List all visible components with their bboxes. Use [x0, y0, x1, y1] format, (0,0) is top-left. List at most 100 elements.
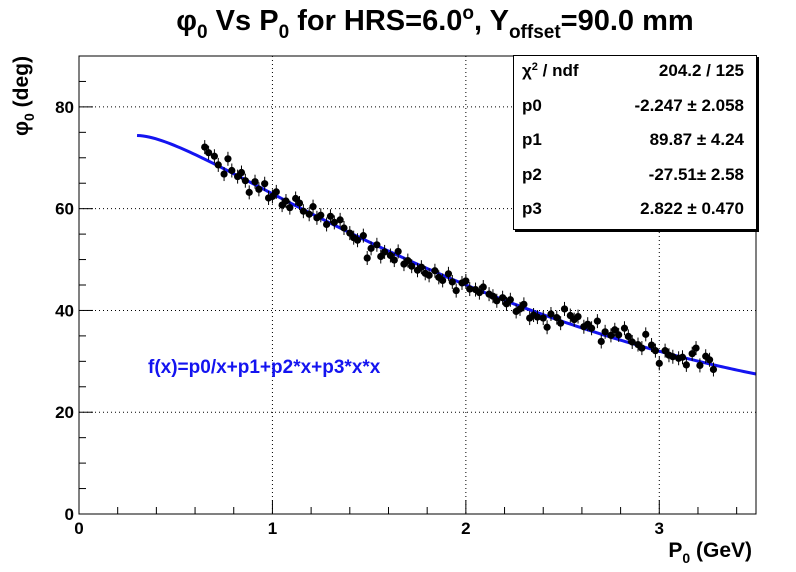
- data-point: [404, 256, 412, 265]
- data-point: [381, 248, 389, 256]
- data-point: [539, 314, 547, 322]
- data-point: [282, 197, 290, 205]
- x-axis-label: P0 (GeV): [668, 539, 752, 566]
- y-tick-label: 20: [55, 403, 74, 422]
- data-point: [390, 256, 398, 264]
- data-point: [309, 203, 317, 211]
- data-point: [493, 297, 501, 305]
- data-point: [620, 324, 629, 332]
- data-point: [330, 218, 338, 227]
- x-tick-label: 0: [74, 519, 83, 538]
- data-point: [520, 300, 528, 308]
- data-point: [299, 207, 307, 215]
- chart-title: φ0 Vs P0 for HRS=6.0o, Yoffset=90.0 mm: [176, 3, 693, 43]
- data-point: [340, 224, 348, 232]
- data-point: [628, 338, 636, 346]
- y-tick-label: 80: [55, 98, 74, 117]
- data-point: [692, 344, 700, 352]
- data-point: [295, 199, 304, 207]
- data-point: [359, 232, 367, 240]
- data-point: [408, 262, 416, 270]
- stats-value: 204.2 / 125: [658, 61, 744, 80]
- data-point: [255, 185, 263, 193]
- data-point: [696, 361, 704, 370]
- data-points: [201, 140, 718, 377]
- data-point: [479, 283, 487, 291]
- data-point: [557, 319, 565, 327]
- data-point: [220, 170, 228, 178]
- data-point: [553, 313, 561, 322]
- data-point: [439, 276, 447, 285]
- data-point: [574, 312, 582, 321]
- data-point: [475, 289, 483, 297]
- data-point: [688, 350, 696, 358]
- data-point: [326, 212, 335, 220]
- data-point: [322, 220, 331, 229]
- data-point: [593, 317, 601, 325]
- stats-key: p1: [522, 130, 542, 149]
- y-tick-label: 0: [65, 505, 74, 524]
- data-point: [597, 337, 605, 346]
- x-tick-label: 3: [655, 519, 664, 538]
- data-point: [607, 331, 615, 339]
- data-point: [655, 359, 663, 367]
- data-point: [425, 271, 433, 279]
- data-point: [601, 328, 609, 336]
- y-axis-label: φ0 (deg): [10, 56, 37, 136]
- data-point: [210, 152, 218, 160]
- data-point: [317, 211, 325, 219]
- data-point: [251, 178, 259, 186]
- data-point: [533, 313, 542, 321]
- data-point: [431, 267, 439, 275]
- data-point: [543, 323, 551, 331]
- stats-value: -27.51± 2.58: [648, 165, 744, 184]
- data-point: [647, 341, 656, 349]
- data-point: [363, 254, 371, 262]
- fit-formula-label: f(x)=p0/x+p1+p2*x+p3*x*x: [148, 357, 381, 378]
- x-tick-label: 2: [461, 519, 470, 538]
- data-point: [709, 365, 718, 374]
- data-point: [587, 324, 596, 332]
- stats-row-p0: p0 -2.247 ± 2.058: [514, 91, 756, 121]
- data-point: [417, 263, 425, 271]
- data-point: [682, 361, 690, 369]
- stats-value: 89.87 ± 4.24: [649, 130, 744, 149]
- stats-row-p2: p2 -27.51± 2.58: [514, 160, 756, 190]
- data-point: [705, 356, 714, 364]
- data-point: [611, 326, 619, 334]
- y-tick-label: 60: [55, 200, 74, 219]
- data-point: [261, 180, 269, 188]
- data-point: [642, 330, 650, 338]
- fit-stats-box: χ2 / ndf 204.2 / 125 p0 -2.247 ± 2.058 p…: [513, 55, 757, 230]
- data-point: [241, 177, 249, 185]
- data-point: [669, 353, 677, 361]
- data-point: [367, 244, 375, 252]
- data-point: [305, 210, 313, 218]
- data-point: [245, 188, 253, 196]
- data-point: [272, 188, 280, 196]
- data-point: [353, 236, 362, 244]
- data-point: [462, 277, 470, 285]
- stats-value: -2.247 ± 2.058: [634, 96, 744, 115]
- data-point: [651, 347, 660, 355]
- data-point: [444, 270, 453, 278]
- data-point: [373, 241, 381, 249]
- stats-value: 2.822 ± 0.470: [640, 199, 744, 218]
- y-tick-label: 40: [55, 301, 74, 320]
- stats-row-p3: p3 2.822 ± 0.470: [514, 194, 756, 224]
- data-point: [499, 294, 507, 302]
- stats-key: χ2 / ndf: [522, 61, 579, 80]
- data-point: [224, 155, 232, 163]
- data-point: [466, 285, 474, 293]
- data-point: [624, 332, 632, 340]
- data-point: [336, 216, 344, 224]
- data-point: [638, 344, 646, 352]
- stats-key: p2: [522, 165, 542, 184]
- stats-row-chi2: χ2 / ndf 204.2 / 125: [514, 56, 756, 86]
- data-point: [678, 353, 687, 361]
- data-point: [394, 247, 402, 256]
- data-point: [560, 305, 569, 313]
- data-point: [214, 161, 222, 169]
- data-point: [201, 143, 209, 151]
